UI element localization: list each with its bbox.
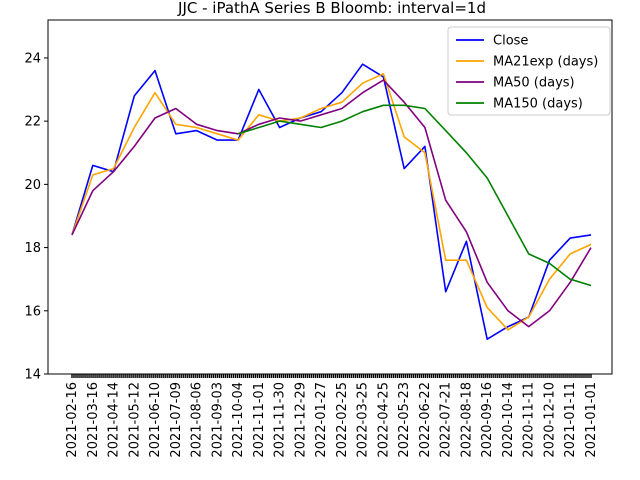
- legend-label: MA50 (days): [493, 76, 575, 91]
- series-line-1: [71, 72, 592, 331]
- legend: Close MA21exp (days) MA50 (days) MA150 (day…: [447, 26, 611, 116]
- series-line-2: [71, 79, 592, 328]
- x-tick-label: 2021-02-16: [65, 382, 80, 458]
- legend-label: MA21exp (days): [493, 55, 598, 70]
- x-tick-label: 2021-04-14: [107, 382, 122, 458]
- x-tick-label: 2021-08-06: [190, 382, 205, 458]
- x-tick-label: 2020-10-14: [501, 382, 516, 458]
- series-lines: [71, 63, 592, 340]
- x-tick-label: 2022-06-22: [418, 382, 433, 458]
- x-tick-label: 2021-01-11: [563, 382, 578, 458]
- x-tick-label: 2021-09-03: [210, 382, 225, 458]
- y-tick-label: 20: [24, 178, 41, 193]
- x-tick-label: 2021-10-04: [231, 382, 246, 458]
- x-tick-label: 2021-03-16: [86, 382, 101, 458]
- x-tick-label: 2022-03-25: [356, 382, 371, 458]
- x-tick-label: 2022-01-27: [314, 382, 329, 458]
- series-line-3: [237, 104, 592, 287]
- x-tick-label: 2021-11-30: [273, 382, 288, 458]
- x-tick-label: 2021-11-01: [252, 382, 267, 458]
- chart-title: JJC - iPathA Series B Bloomb: interval=1…: [177, 0, 486, 17]
- y-axis: 14 16 18 20 22 24: [24, 51, 48, 383]
- x-tick-label: 2022-04-25: [376, 382, 391, 458]
- x-tick-label: 2021-05-12: [127, 382, 142, 458]
- x-tick-label: 2021-06-10: [148, 382, 163, 458]
- legend-label: Close: [493, 34, 528, 49]
- legend-box: [447, 26, 611, 116]
- y-tick-label: 16: [24, 304, 41, 319]
- x-tick-label: 2021-07-09: [169, 382, 184, 458]
- x-tick-label: 2022-08-18: [459, 382, 474, 458]
- y-tick-label: 14: [24, 368, 41, 383]
- x-tick-label: 2020-09-16: [480, 382, 495, 458]
- x-tick-label: 2022-05-23: [397, 382, 412, 458]
- y-tick-label: 22: [24, 115, 41, 130]
- x-tick-label: 2021-01-01: [584, 382, 599, 458]
- x-axis: 2021-02-16 2021-03-16 2021-04-14 2021-05-12…: [65, 374, 599, 458]
- x-tick-label: 2022-07-21: [439, 382, 454, 458]
- x-tick-label: 2020-11-11: [522, 382, 537, 458]
- x-tick-label: 2020-12-10: [542, 382, 557, 458]
- series-line-0: [71, 63, 592, 340]
- legend-label: MA150 (days): [493, 97, 583, 112]
- x-tick-label: 2021-12-29: [293, 382, 308, 458]
- x-tick-label: 2022-02-25: [335, 382, 350, 458]
- y-tick-label: 18: [24, 241, 41, 256]
- y-tick-label: 24: [24, 51, 41, 66]
